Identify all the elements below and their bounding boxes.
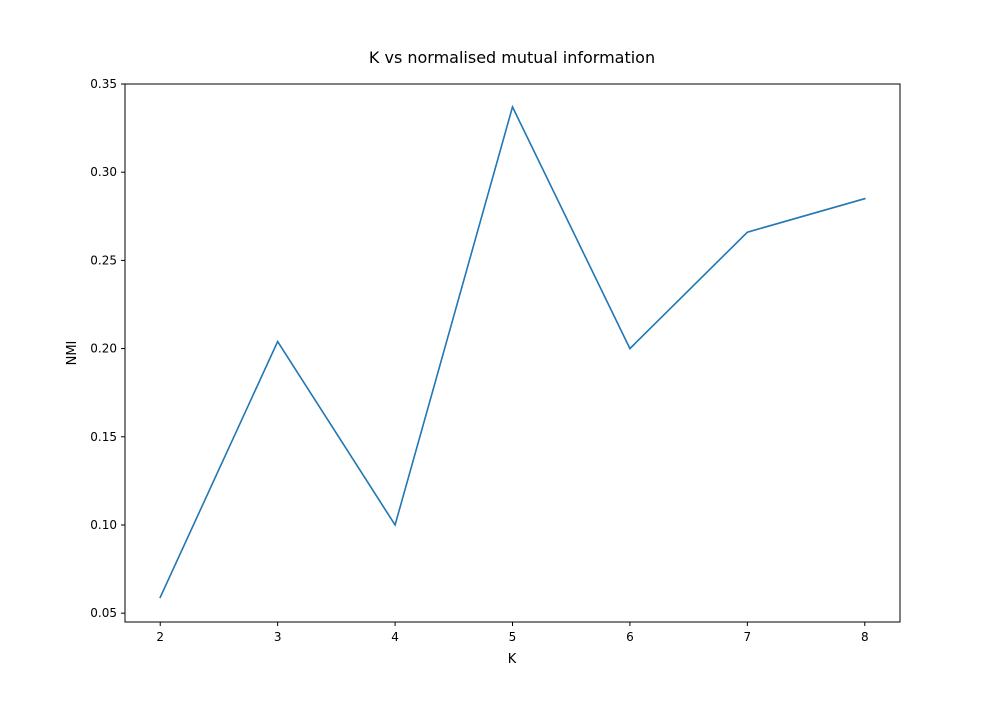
y-tick-label: 0.20	[90, 342, 117, 356]
y-tick-label: 0.10	[90, 518, 117, 532]
plot-area	[125, 84, 900, 622]
x-tick-label: 3	[274, 630, 282, 644]
y-tick-label: 0.35	[90, 77, 117, 91]
y-axis-label: NMI	[65, 341, 80, 366]
y-tick-label: 0.05	[90, 606, 117, 620]
x-tick-label: 2	[156, 630, 164, 644]
x-axis-ticks: 2 3 4 5 6 7 8	[156, 622, 869, 644]
x-tick-label: 4	[391, 630, 399, 644]
y-tick-label: 0.25	[90, 253, 117, 267]
series-layer	[159, 104, 866, 599]
plot-frame	[124, 83, 901, 623]
x-axis-label: K	[508, 652, 517, 667]
x-tick-label: 7	[744, 630, 752, 644]
x-tick-label: 6	[626, 630, 634, 644]
y-tick-label: 0.15	[90, 430, 117, 444]
series-line	[159, 104, 866, 599]
x-tick-label: 8	[861, 630, 869, 644]
y-tick-label: 0.30	[90, 165, 117, 179]
chart-title: K vs normalised mutual information	[369, 48, 655, 67]
y-axis-ticks: 0.05 0.10 0.15 0.20 0.25 0.30 0.35	[90, 77, 125, 620]
x-tick-label: 5	[509, 630, 517, 644]
